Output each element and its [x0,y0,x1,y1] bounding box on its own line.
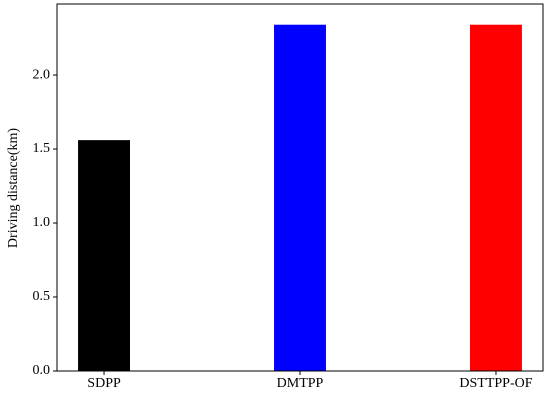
bar [470,24,522,371]
y-tick-label: 0.0 [33,363,51,378]
x-tick-label: SDPP [87,376,121,391]
bar [78,140,130,371]
bar [274,24,326,371]
y-tick-label: 2.0 [33,67,51,82]
x-tick-label: DSTTPP-OF [459,376,532,391]
y-axis-label: Driving distance(km) [6,128,21,248]
x-tick-label: DMTPP [277,376,324,391]
y-tick-label: 0.5 [33,289,51,304]
y-tick-label: 1.5 [33,141,51,156]
y-tick-label: 1.0 [33,215,51,230]
plot-frame [56,3,544,372]
